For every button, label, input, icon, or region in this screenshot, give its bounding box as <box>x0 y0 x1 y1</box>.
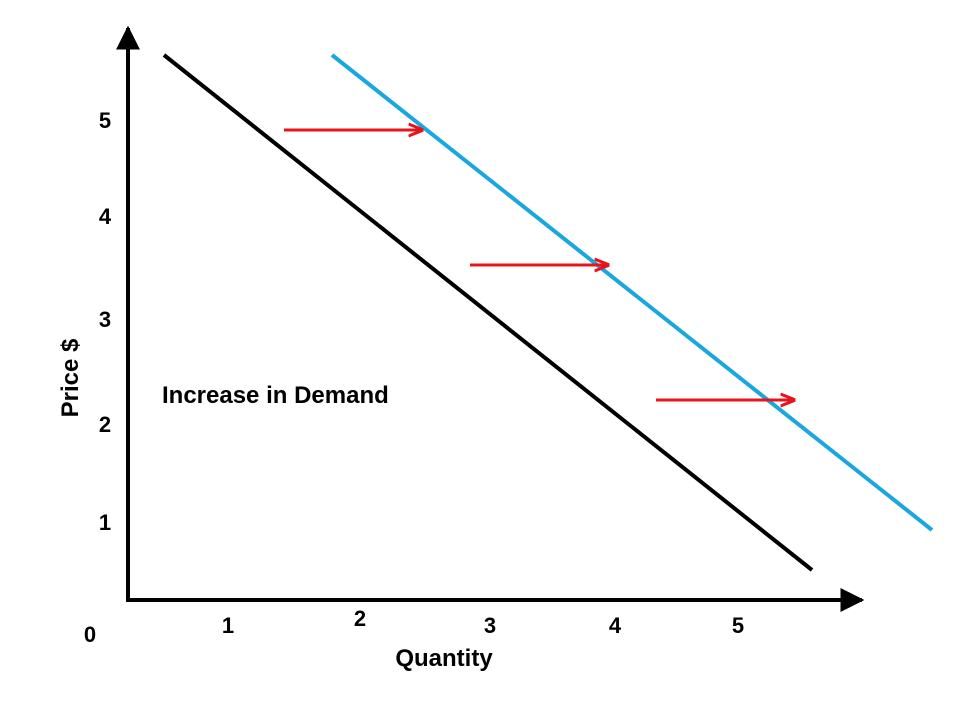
y-tick-label-2: 2 <box>99 412 111 437</box>
y-tick-label-4: 4 <box>99 204 112 229</box>
x-tick-label-2: 2 <box>354 606 366 631</box>
y-axis-title: Price $ <box>57 338 84 417</box>
annotation-increase-in-demand: Increase in Demand <box>162 382 389 409</box>
y-tick-label-1: 1 <box>99 510 111 535</box>
demand-curve-original <box>162 53 814 572</box>
demand-curve-shifted <box>330 53 934 532</box>
x-tick-label-5: 5 <box>732 613 744 638</box>
x-tick-label-1: 1 <box>222 613 234 638</box>
origin-label: 0 <box>84 622 96 647</box>
x-axis-title: Quantity <box>395 645 493 672</box>
y-tick-label-5: 5 <box>99 108 111 133</box>
x-tick-label-3: 3 <box>484 613 496 638</box>
y-tick-label-3: 3 <box>99 307 111 332</box>
x-tick-label-4: 4 <box>609 613 622 638</box>
